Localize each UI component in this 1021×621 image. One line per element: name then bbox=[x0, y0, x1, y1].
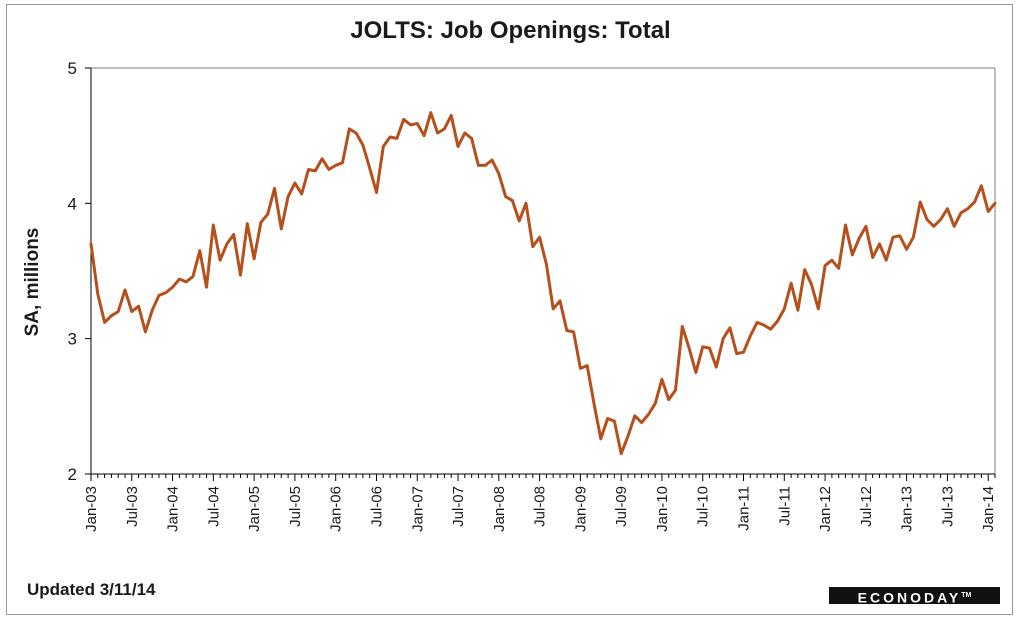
x-tick-label: Jul-04 bbox=[205, 486, 222, 527]
x-tick-label: Jan-04 bbox=[165, 486, 182, 532]
x-tick-label: Jul-07 bbox=[450, 486, 467, 527]
series-line-job-openings bbox=[89, 111, 997, 456]
x-tick-label: Jan-06 bbox=[328, 486, 345, 532]
x-tick-label: Jan-07 bbox=[409, 486, 426, 532]
x-tick-label: Jan-09 bbox=[572, 486, 589, 532]
x-tick-label: Jul-03 bbox=[124, 486, 141, 527]
x-tick-label: Jan-05 bbox=[246, 486, 263, 532]
chart-frame bbox=[6, 4, 1013, 615]
x-tick-label: Jan-08 bbox=[491, 486, 508, 532]
y-tick-label: 3 bbox=[68, 330, 77, 349]
x-tick-label: Jul-06 bbox=[368, 486, 385, 527]
x-tick-label: Jul-10 bbox=[695, 486, 712, 527]
x-tick-label: Jan-12 bbox=[817, 486, 834, 532]
x-tick-label: Jul-12 bbox=[858, 486, 875, 527]
y-tick-label: 4 bbox=[68, 194, 77, 213]
x-tick-label: Jan-11 bbox=[736, 486, 753, 531]
x-tick-label: Jul-05 bbox=[287, 486, 304, 527]
y-axis-label: SA, millions bbox=[22, 227, 43, 337]
x-tick-label: Jan-03 bbox=[83, 486, 100, 532]
updated-note: Updated 3/11/14 bbox=[27, 580, 156, 599]
x-tick-label: Jan-10 bbox=[654, 486, 671, 532]
x-tick-label: Jan-14 bbox=[980, 486, 997, 532]
x-tick-label: Jan-13 bbox=[899, 486, 916, 532]
econoday-logo: ECONODAYTM bbox=[829, 587, 1000, 606]
y-tick-label: 5 bbox=[68, 59, 77, 78]
logo-trademark: TM bbox=[961, 592, 972, 599]
logo-text: ECONODAY bbox=[857, 589, 962, 606]
chart-title: JOLTS: Job Openings: Total bbox=[350, 17, 671, 44]
x-tick-label: Jul-11 bbox=[776, 486, 793, 526]
x-tick-label: Jul-13 bbox=[939, 486, 956, 527]
x-tick-label: Jul-09 bbox=[613, 486, 630, 527]
y-tick-label: 2 bbox=[68, 465, 77, 484]
x-tick-label: Jul-08 bbox=[532, 486, 549, 527]
plot-area bbox=[90, 67, 996, 475]
